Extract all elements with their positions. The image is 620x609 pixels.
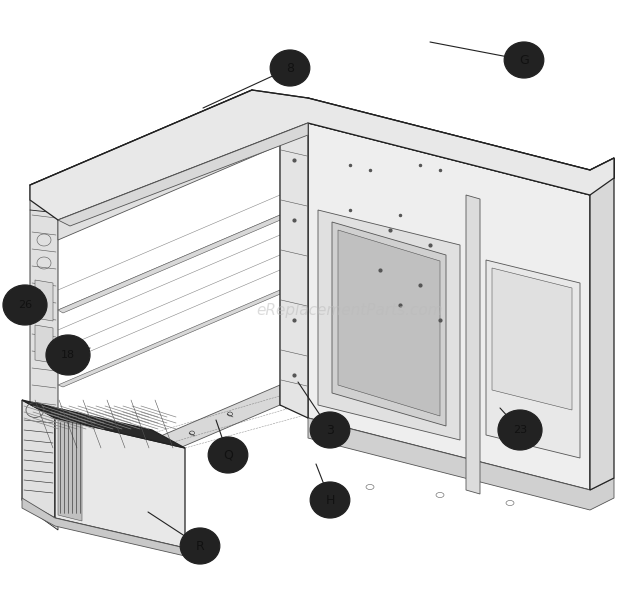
Polygon shape [492, 268, 572, 410]
Polygon shape [308, 418, 614, 510]
Polygon shape [58, 110, 280, 240]
Polygon shape [35, 325, 53, 363]
Polygon shape [58, 123, 308, 226]
Text: 18: 18 [61, 350, 75, 360]
Ellipse shape [270, 50, 310, 86]
Text: 23: 23 [513, 425, 527, 435]
Text: 26: 26 [18, 300, 32, 310]
Text: G: G [519, 54, 529, 66]
Ellipse shape [46, 335, 90, 375]
Polygon shape [58, 290, 285, 387]
Ellipse shape [310, 412, 350, 448]
Text: H: H [326, 493, 335, 507]
Text: 8: 8 [286, 62, 294, 74]
Polygon shape [338, 230, 440, 416]
Polygon shape [22, 400, 55, 518]
Text: eReplacementParts.com: eReplacementParts.com [257, 303, 443, 317]
Polygon shape [22, 498, 185, 556]
Polygon shape [58, 420, 82, 521]
Ellipse shape [180, 528, 220, 564]
Polygon shape [332, 222, 446, 426]
Ellipse shape [310, 482, 350, 518]
Polygon shape [55, 418, 185, 548]
Polygon shape [30, 90, 614, 220]
Polygon shape [58, 110, 280, 220]
Text: 3: 3 [326, 423, 334, 437]
Polygon shape [58, 385, 280, 500]
Polygon shape [466, 195, 480, 494]
Polygon shape [308, 123, 590, 490]
Ellipse shape [208, 437, 248, 473]
Polygon shape [486, 260, 580, 458]
Ellipse shape [498, 410, 542, 450]
Text: Q: Q [223, 448, 233, 462]
Text: R: R [196, 540, 205, 552]
Polygon shape [590, 158, 614, 490]
Polygon shape [280, 110, 308, 418]
Polygon shape [308, 98, 590, 195]
Polygon shape [58, 215, 285, 313]
Polygon shape [35, 280, 53, 321]
Polygon shape [22, 400, 185, 448]
Ellipse shape [3, 285, 47, 325]
Ellipse shape [504, 42, 544, 78]
Polygon shape [30, 90, 280, 205]
Polygon shape [30, 185, 58, 530]
Polygon shape [318, 210, 460, 440]
